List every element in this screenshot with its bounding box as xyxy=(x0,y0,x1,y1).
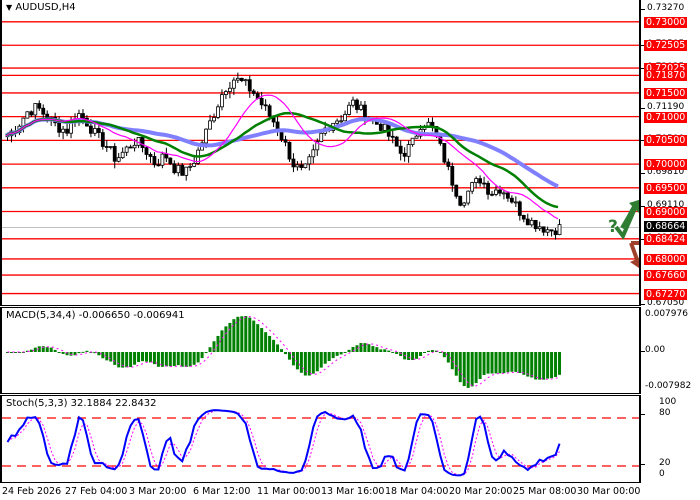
level-price-tag: 0.71870 xyxy=(644,70,688,82)
level-price-tag: 0.68424 xyxy=(644,233,688,245)
moving-average-line xyxy=(5,94,559,220)
macd-axis: 0.007976 0.00 -0.007982 xyxy=(640,307,700,394)
current-price-tag: 0.68664 xyxy=(644,221,688,233)
time-label: 11 Mar 00:00 xyxy=(257,486,321,497)
macd-axis-min: -0.007982 xyxy=(645,381,692,391)
macd-label: MACD(5,34,4) -0.006650 -0.006941 xyxy=(6,310,185,321)
symbol-title: AUDUSD,H4 xyxy=(15,2,76,13)
level-price-tag: 0.71500 xyxy=(644,87,688,99)
time-label: 25 Mar 08:00 xyxy=(513,486,577,497)
level-price-tag: 0.69000 xyxy=(644,206,688,218)
price-chart-pane[interactable]: ▼ AUDUSD,H4 ? xyxy=(0,0,640,306)
price-tick-label: 0.71190 xyxy=(647,101,685,112)
forecast-arrows xyxy=(614,199,639,268)
forecast-question-mark: ? xyxy=(608,217,618,237)
level-price-tag: 0.71000 xyxy=(644,111,688,123)
time-label: 18 Mar 04:00 xyxy=(385,486,449,497)
stoch-axis-100: 100 xyxy=(659,397,677,407)
stoch-axis-80: 80 xyxy=(659,408,671,418)
level-price-tag: 0.70500 xyxy=(644,135,688,147)
level-price-tag: 0.72025 xyxy=(644,63,688,75)
level-price-tag: 0.68000 xyxy=(644,253,688,265)
arrow-up-icon xyxy=(614,199,639,240)
stochastic-canvas xyxy=(2,409,639,477)
time-label: 6 Mar 12:00 xyxy=(193,486,251,497)
level-price-tag: 0.72505 xyxy=(644,40,688,52)
time-label: 3 Mar 20:00 xyxy=(129,486,187,497)
price-chart-canvas[interactable] xyxy=(2,0,640,306)
price-tick-label: 0.69810 xyxy=(647,167,685,178)
time-label: 20 Mar 20:00 xyxy=(449,486,513,497)
macd-pane[interactable]: MACD(5,34,4) -0.006650 -0.006941 xyxy=(0,307,640,394)
price-tick-label: 0.69110 xyxy=(647,200,685,211)
time-label: 13 Mar 16:00 xyxy=(321,486,385,497)
stoch-axis-0: 0 xyxy=(659,469,665,479)
stochastic-pane[interactable]: Stoch(5,3,3) 32.1884 22.8432 xyxy=(0,395,640,483)
stochastic-label: Stoch(5,3,3) 32.1884 22.8432 xyxy=(6,398,157,409)
stoch-axis-20: 20 xyxy=(659,458,671,468)
level-price-tag: 0.69500 xyxy=(644,182,688,194)
time-label: 27 Feb 04:00 xyxy=(65,486,128,497)
level-price-tag: 0.67270 xyxy=(644,288,688,300)
arrow-down-icon xyxy=(629,241,639,268)
time-label: 30 Mar 00:00 xyxy=(577,486,641,497)
level-price-tag: 0.70000 xyxy=(644,159,688,171)
price-tick-label: 0.73270 xyxy=(647,3,685,13)
level-price-tag: 0.67660 xyxy=(644,270,688,282)
time-axis[interactable]: 24 Feb 2026 27 Feb 04:00 3 Mar 20:00 6 M… xyxy=(0,483,640,500)
macd-canvas xyxy=(6,316,562,388)
time-label: 24 Feb 2026 xyxy=(2,486,62,497)
chart-title: ▼ AUDUSD,H4 xyxy=(6,2,76,13)
stochastic-axis: 100 80 20 0 xyxy=(640,395,700,483)
macd-axis-zero: 0.00 xyxy=(645,345,666,355)
macd-axis-max: 0.007976 xyxy=(645,309,688,319)
triangle-down-icon[interactable]: ▼ xyxy=(6,3,13,12)
moving-average-line xyxy=(5,111,559,209)
level-price-tag: 0.73000 xyxy=(644,16,688,28)
price-tick-label: 0.67050 xyxy=(647,298,685,308)
price-axis[interactable]: 0.73270 0.72505 0.72025 0.71190 0.70500 0.698… xyxy=(640,0,700,308)
